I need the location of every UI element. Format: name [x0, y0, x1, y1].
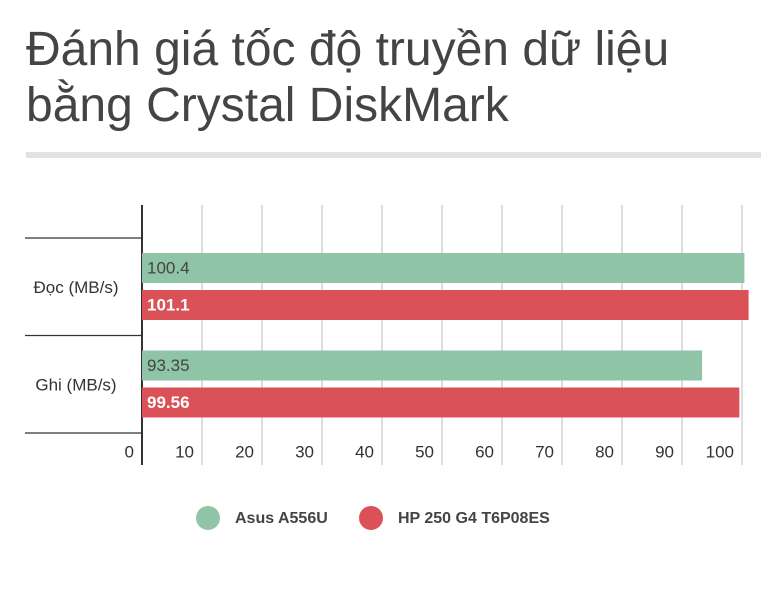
- value-label: 101.1: [147, 295, 190, 314]
- chart-title: Đánh giá tốc độ truyền dữ liệu bằng Crys…: [26, 23, 670, 132]
- value-label: 99.56: [147, 393, 190, 412]
- x-tick-label: 20: [235, 442, 254, 461]
- bar: [142, 253, 745, 283]
- x-tick-label: 50: [415, 442, 434, 461]
- y-tick-label: Đọc (MB/s): [34, 278, 119, 297]
- x-tick-label: 60: [475, 442, 494, 461]
- x-tick-label: 0: [125, 442, 134, 461]
- legend-label: Asus A556U: [235, 510, 328, 527]
- value-label: 93.35: [147, 356, 190, 375]
- x-tick-label: 90: [655, 442, 674, 461]
- y-tick-label: Ghi (MB/s): [35, 376, 116, 395]
- legend-marker: [359, 506, 383, 530]
- bar: [142, 350, 703, 381]
- x-tick-label: 40: [355, 442, 374, 461]
- bar: [142, 387, 740, 418]
- x-tick-label: 100: [706, 442, 734, 461]
- x-tick-label: 30: [295, 442, 314, 461]
- bar: [142, 290, 749, 320]
- legend-marker: [196, 506, 220, 530]
- x-tick-label: 10: [175, 442, 194, 461]
- x-tick-label: 70: [535, 442, 554, 461]
- legend-label: HP 250 G4 T6P08ES: [398, 510, 550, 527]
- x-tick-label: 80: [595, 442, 614, 461]
- value-label: 100.4: [147, 258, 190, 277]
- title-rule: [26, 152, 761, 158]
